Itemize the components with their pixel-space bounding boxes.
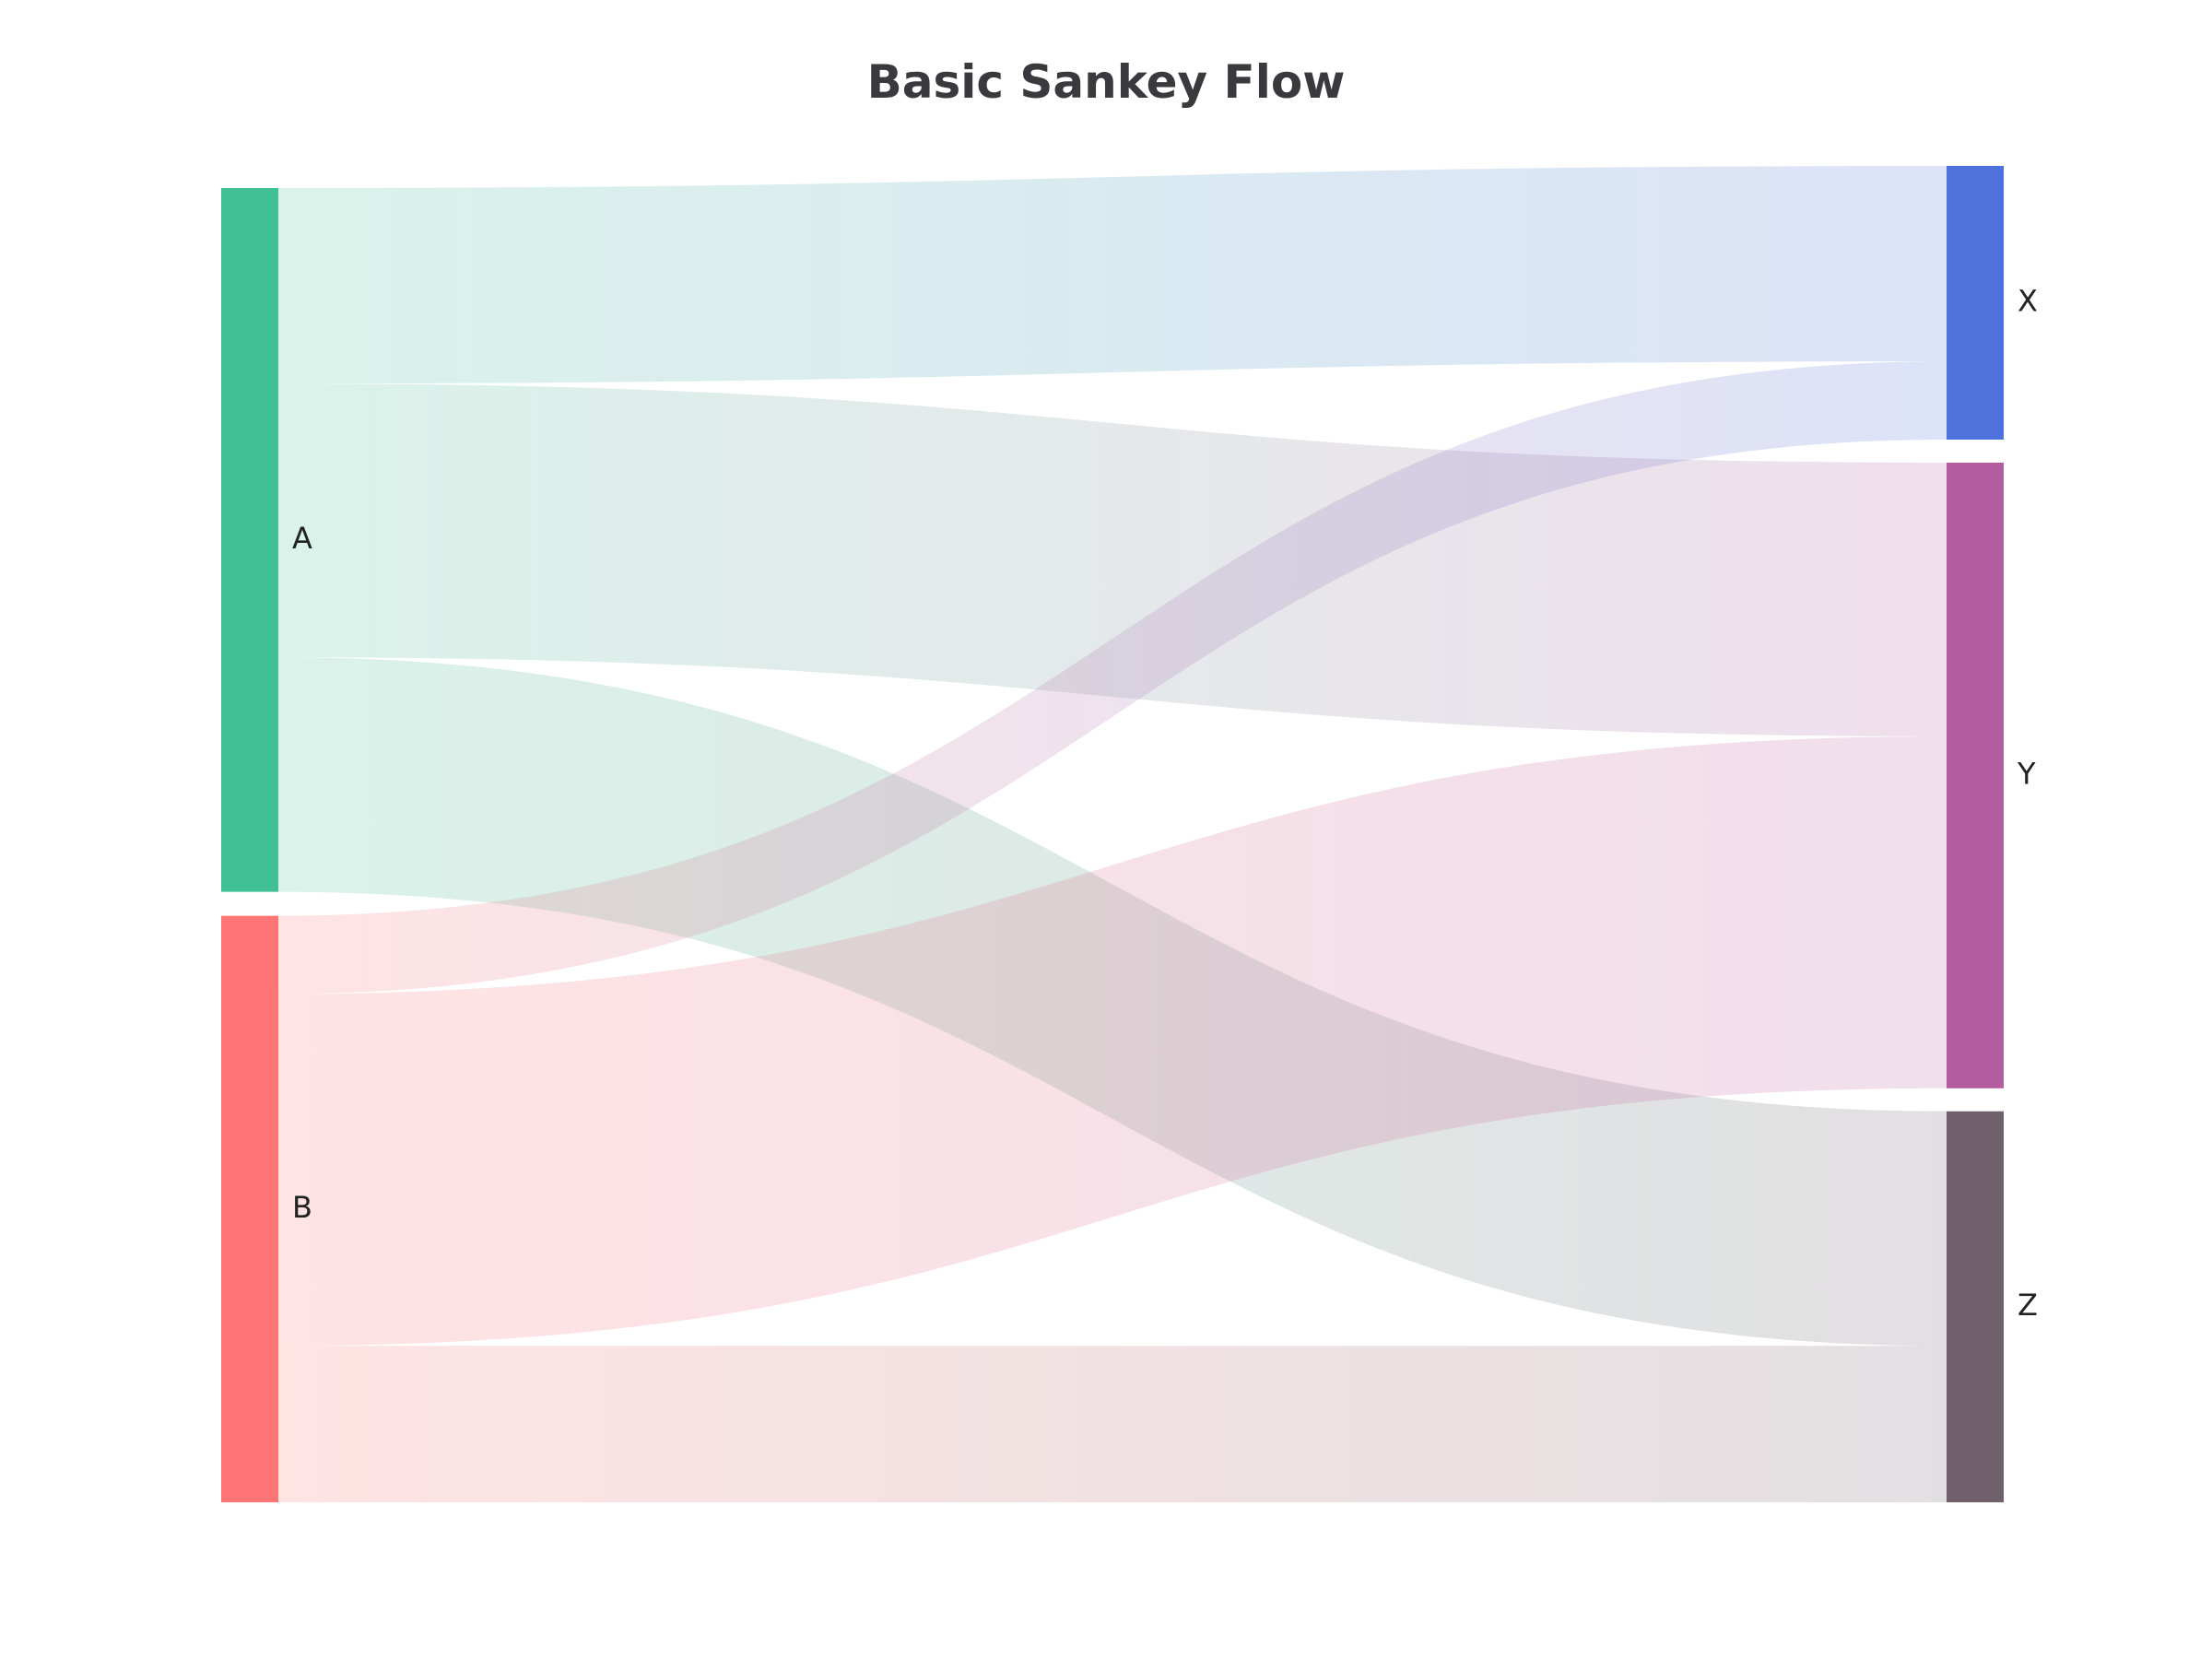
link-b-to-y[interactable] (278, 735, 1947, 1347)
nodes-layer (221, 166, 2004, 1502)
link-a-to-x[interactable] (278, 166, 1947, 384)
node-x[interactable] (1947, 166, 2004, 440)
node-label-x: X (2018, 283, 2038, 318)
labels-layer: A B X Y Z (292, 283, 2038, 1322)
link-b-to-x[interactable] (278, 361, 1947, 994)
node-label-a: A (292, 521, 312, 556)
node-label-y: Y (2017, 756, 2036, 791)
node-b[interactable] (221, 915, 278, 1502)
node-y[interactable] (1947, 462, 2004, 1088)
node-label-z: Z (2018, 1288, 2038, 1323)
links-layer (278, 166, 1947, 1502)
link-b-to-z[interactable] (278, 1346, 1947, 1502)
node-z[interactable] (1947, 1111, 2004, 1502)
node-label-b: B (292, 1190, 312, 1225)
node-a[interactable] (221, 188, 278, 892)
chart-title: Basic Sankey Flow (867, 55, 1346, 109)
